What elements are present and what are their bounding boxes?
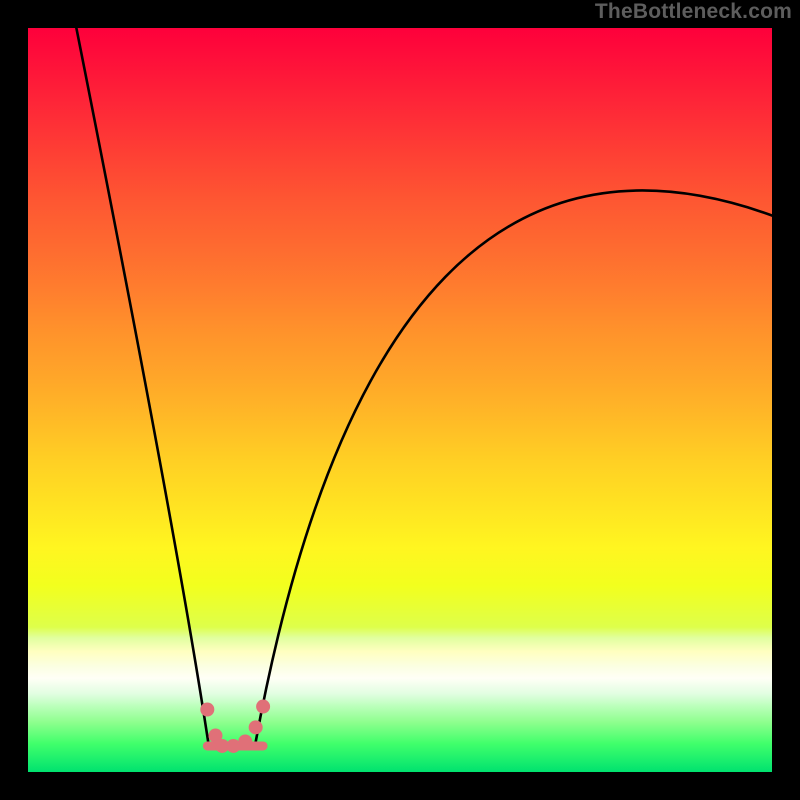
notch-marker — [226, 739, 240, 753]
chart-plot-area — [28, 28, 772, 772]
notch-marker — [200, 703, 214, 717]
notch-marker — [238, 734, 252, 748]
chart-background — [28, 28, 772, 772]
notch-marker — [256, 700, 270, 714]
chart-svg — [28, 28, 772, 772]
stage: TheBottleneck.com — [0, 0, 800, 800]
notch-marker — [249, 720, 263, 734]
watermark-label: TheBottleneck.com — [595, 0, 792, 24]
